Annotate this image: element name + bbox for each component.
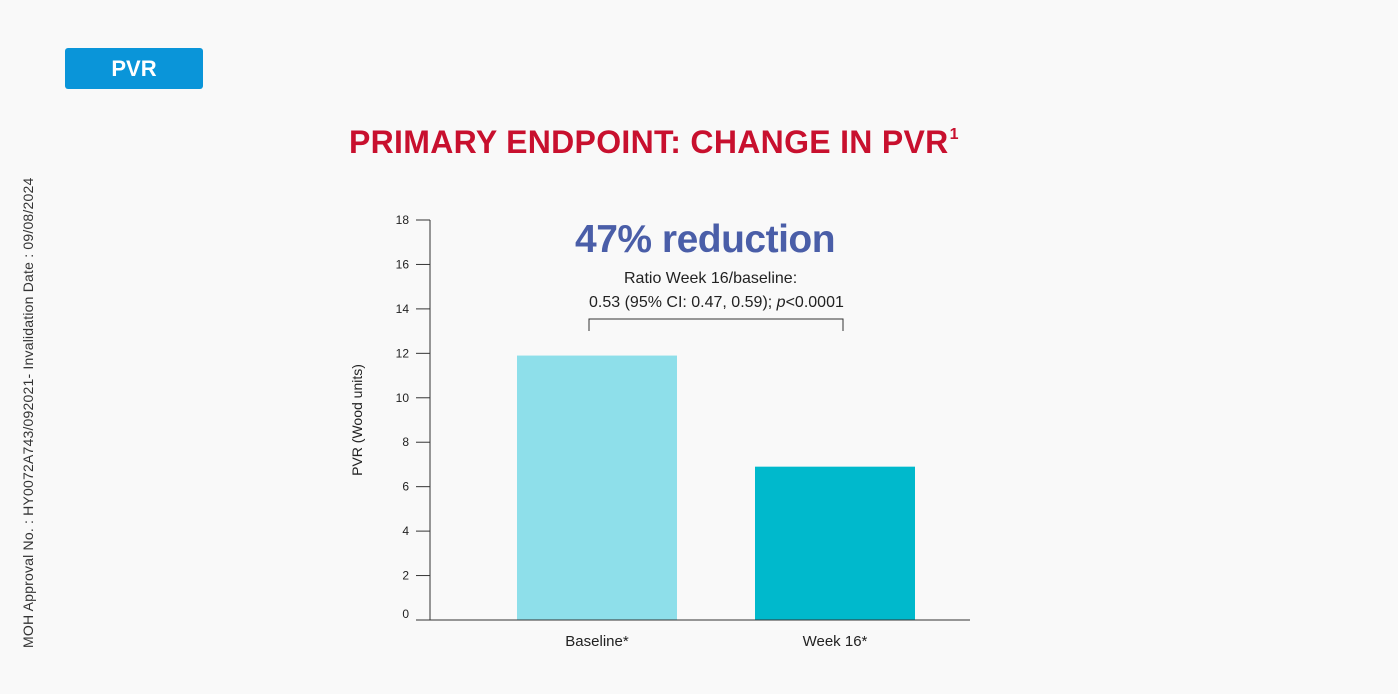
page-title-text: PRIMARY ENDPOINT: CHANGE IN PVR: [349, 124, 949, 160]
ratio-p-symbol: p: [776, 294, 786, 311]
y-tick-label-6: 6: [402, 480, 409, 494]
y-tick-label-8: 8: [402, 435, 409, 449]
y-tick-label-14: 14: [396, 302, 410, 316]
title-superscript: 1: [949, 126, 959, 143]
y-tick-label-2: 2: [402, 569, 409, 583]
bar-week-16: [755, 466, 915, 620]
y-tick-label-12: 12: [396, 346, 410, 360]
ratio-line-2-prefix: 0.53 (95% CI: 0.47, 0.59);: [589, 294, 777, 311]
y-tick-label-10: 10: [396, 391, 410, 405]
reduction-headline: 47% reduction: [575, 218, 836, 261]
ratio-line-2-suffix: <0.0001: [785, 294, 844, 311]
y-tick-label-0: 0: [402, 607, 409, 621]
bar-baseline: [517, 355, 677, 620]
y-axis-label: PVR (Wood units): [349, 364, 365, 476]
y-tick-label-18: 18: [396, 213, 410, 227]
page-title: PRIMARY ENDPOINT: CHANGE IN PVR1: [349, 124, 959, 161]
ratio-line-1: Ratio Week 16/baseline:: [624, 270, 798, 287]
y-tick-label-16: 16: [396, 257, 410, 271]
x-tick-label-0: Baseline*: [565, 633, 629, 650]
x-tick-label-1: Week 16*: [803, 633, 868, 650]
comparison-bracket: [588, 318, 844, 331]
ratio-line-2: 0.53 (95% CI: 0.47, 0.59); p<0.0001: [589, 294, 844, 312]
y-tick-label-4: 4: [402, 524, 409, 538]
tab-pvr[interactable]: PVR: [65, 48, 203, 89]
